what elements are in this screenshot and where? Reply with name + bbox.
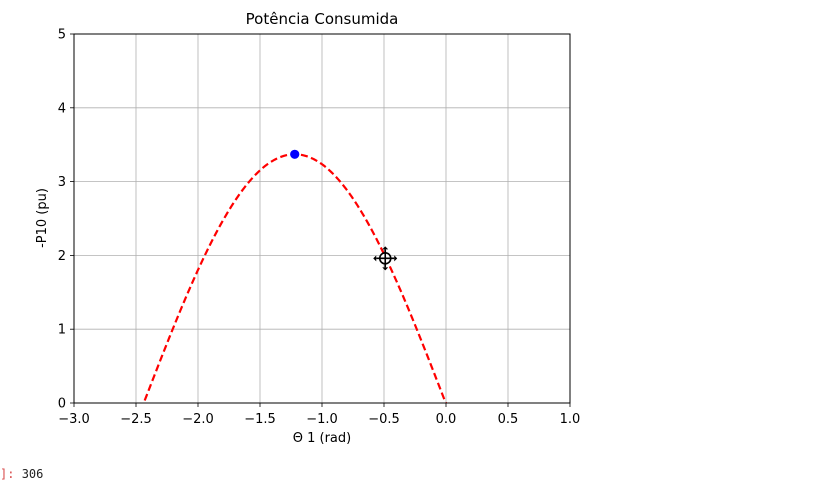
y-tick-label: 3: [58, 175, 66, 190]
x-tick-label: 1.0: [560, 412, 581, 427]
y-axis-ticks: 0 1 2 3 4 5: [58, 28, 74, 412]
x-tick-label: −1.0: [306, 412, 338, 427]
x-axis-label: Θ 1 (rad): [293, 431, 351, 446]
x-tick-label: −1.5: [244, 412, 276, 427]
y-tick-label: 2: [58, 249, 66, 264]
x-tick-label: −0.5: [368, 412, 400, 427]
series-line: [143, 153, 448, 404]
y-tick-label: 5: [58, 28, 66, 43]
x-axis-ticks: −3.0 −2.5 −2.0 −1.5 −1.0 −0.5 0.0 0.5 1.0: [58, 403, 580, 427]
y-axis-label: -P10 (pu): [35, 188, 50, 248]
output-value: 306: [21, 467, 44, 481]
cell-output: ]: 306: [0, 467, 43, 481]
y-tick-label: 1: [58, 323, 66, 338]
x-tick-label: −2.5: [120, 412, 152, 427]
x-tick-label: 0.5: [498, 412, 519, 427]
x-tick-label: −2.0: [182, 412, 214, 427]
move-cursor-icon: [373, 246, 398, 271]
x-tick-label: 0.0: [436, 412, 457, 427]
output-prompt: ]:: [0, 467, 15, 481]
x-tick-label: −3.0: [58, 412, 90, 427]
operating-point: [290, 149, 300, 159]
series-area: [143, 149, 448, 404]
chart-title: Potência Consumida: [246, 10, 399, 28]
y-tick-label: 4: [58, 101, 66, 116]
grid: [73, 33, 571, 404]
y-tick-label: 0: [58, 397, 66, 412]
